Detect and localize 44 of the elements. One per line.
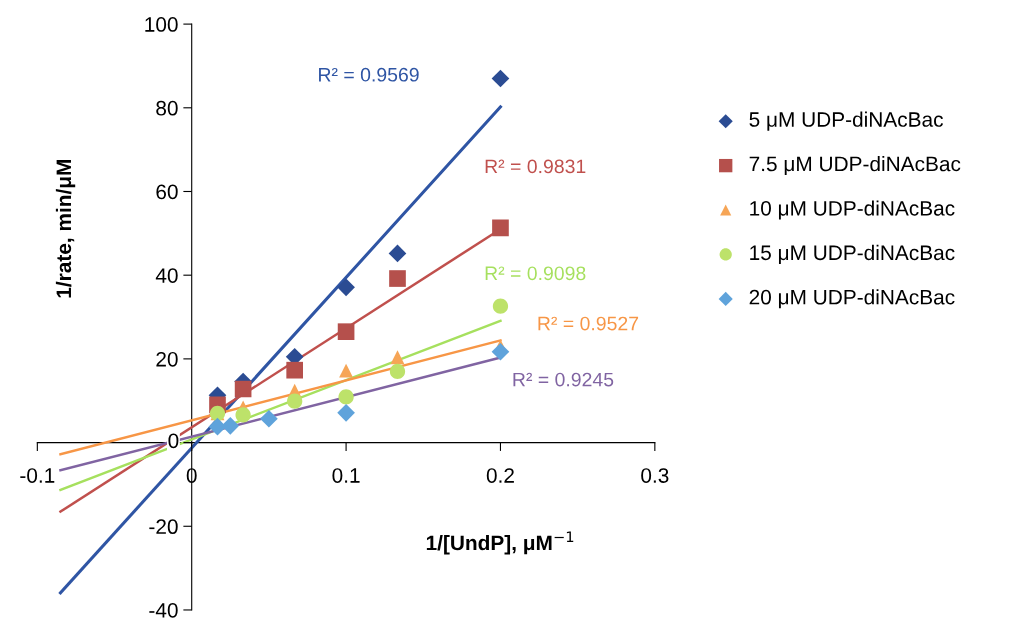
annotation: R² = 0.9831 bbox=[485, 159, 586, 174]
point bbox=[390, 350, 405, 365]
legend-label: 7.5 μM UDP-diNAcBac bbox=[749, 155, 961, 176]
point bbox=[389, 363, 406, 380]
annotation: R² = 0.9569 bbox=[319, 67, 419, 82]
legend-label: 5 μM UDP-diNAcBac bbox=[749, 111, 943, 131]
point bbox=[260, 409, 278, 428]
y-axis-title: 1/rate, min/μM bbox=[55, 160, 76, 298]
legend-label: 10 μM UDP-diNAcBac bbox=[750, 200, 955, 220]
point bbox=[287, 393, 303, 409]
x-tick-label: 0.1 bbox=[332, 468, 360, 483]
point bbox=[235, 407, 251, 423]
point bbox=[338, 389, 354, 405]
annotation: R² = 0.9098 bbox=[485, 266, 586, 281]
legend-label: 20 μM UDP-diNAcBac bbox=[749, 289, 955, 309]
y-tick-label: 0 bbox=[168, 433, 179, 449]
y-tick-label: 20 bbox=[156, 351, 178, 367]
annotation: R² = 0.9245 bbox=[513, 372, 614, 387]
point bbox=[286, 361, 304, 379]
y-tick-label: 60 bbox=[156, 184, 178, 200]
x-tick-label: -0.1 bbox=[20, 468, 55, 483]
point bbox=[339, 363, 354, 378]
point bbox=[492, 298, 509, 314]
y-tick-label: 100 bbox=[145, 17, 178, 32]
point bbox=[492, 219, 509, 237]
point bbox=[491, 342, 510, 361]
legend-label: 15 μM UDP-diNAcBac bbox=[750, 244, 955, 264]
point bbox=[388, 244, 407, 263]
point bbox=[337, 323, 355, 341]
annotation: R² = 0.9527 bbox=[538, 316, 639, 331]
y-tick-label: 40 bbox=[155, 268, 178, 283]
x-tick-label: 0.3 bbox=[641, 468, 669, 483]
point bbox=[221, 417, 240, 435]
y-tick-label: -40 bbox=[149, 602, 178, 618]
y-tick-label: -20 bbox=[149, 519, 178, 535]
point bbox=[337, 404, 355, 422]
x-axis-title: 1/[UndP], μM$^{−1}$ bbox=[426, 531, 574, 555]
y-tick-label: 80 bbox=[156, 100, 178, 116]
point bbox=[208, 417, 227, 436]
point bbox=[491, 69, 510, 88]
point bbox=[234, 380, 252, 398]
x-tick-label: 0.2 bbox=[486, 468, 514, 483]
point bbox=[337, 278, 355, 297]
point bbox=[389, 270, 406, 287]
